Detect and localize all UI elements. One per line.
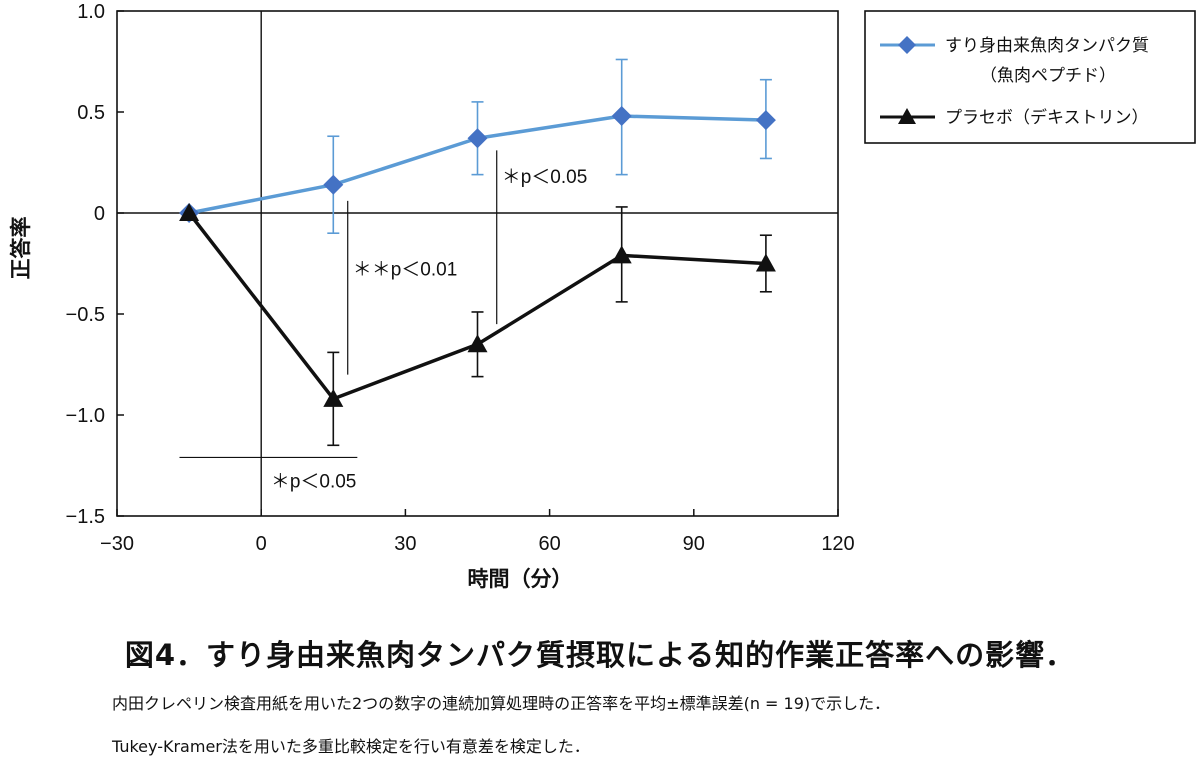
x-tick-label: 30 bbox=[394, 533, 416, 555]
data-series bbox=[179, 58, 776, 447]
data-point-diamond bbox=[611, 106, 632, 127]
significance-label: ＊p＜0.05 bbox=[271, 471, 357, 492]
figure-caption-title: 図4．すり身由来魚肉タンパク質摂取による知的作業正答率への影響． bbox=[124, 638, 1076, 672]
data-point-triangle bbox=[611, 245, 632, 264]
figure-caption-line-1: 内田クレペリン検査用紙を用いた2つの数字の連続加算処理時の正答率を平均±標準誤差… bbox=[112, 694, 891, 713]
data-point-triangle bbox=[467, 334, 488, 353]
legend: すり身由来魚肉タンパク質 （魚肉ペプチド） プラセボ（デキストリン） bbox=[864, 10, 1196, 144]
legend-label-fish-peptide: すり身由来魚肉タンパク質 bbox=[945, 36, 1149, 56]
x-tick-label: 120 bbox=[821, 533, 854, 555]
line-chart: −30 0 30 60 90 120 1.0 0.5 0 −0.5 −1.0 −1.5 正答率 時間（… bbox=[9, 1, 1196, 591]
x-tick-label: −30 bbox=[100, 533, 134, 555]
significance-label: ＊p＜0.05 bbox=[502, 167, 588, 188]
y-axis-title: 正答率 bbox=[9, 217, 33, 280]
x-axis-label: 時間（分） bbox=[468, 567, 573, 591]
legend-marker-diamond-icon bbox=[898, 36, 916, 54]
plot-frame bbox=[116, 10, 839, 517]
legend-label-fish-peptide-sub: （魚肉ペプチド） bbox=[980, 66, 1116, 86]
y-tick-label: −0.5 bbox=[66, 304, 105, 326]
x-tick-label: 90 bbox=[683, 533, 705, 555]
figure-caption-line-2: Tukey-Kramer法を用いた多重比較検定を行い有意差を検定した． bbox=[112, 737, 590, 756]
x-tick-label: 0 bbox=[256, 533, 267, 555]
data-point-triangle bbox=[755, 253, 776, 272]
y-tick-label: 0.5 bbox=[77, 102, 105, 124]
y-tick-label: −1.0 bbox=[66, 405, 105, 427]
axis-ticks: −30 0 30 60 90 120 1.0 0.5 0 −0.5 −1.0 −1.5 bbox=[66, 1, 855, 555]
data-point-diamond bbox=[467, 128, 488, 149]
data-point-diamond bbox=[755, 110, 776, 131]
y-tick-label: 0 bbox=[94, 203, 105, 225]
y-axis-label: 正答率 bbox=[9, 217, 33, 280]
series-placebo bbox=[179, 203, 776, 447]
y-tick-label: 1.0 bbox=[77, 1, 105, 23]
series-fish-peptide bbox=[179, 58, 776, 234]
x-tick-label: 60 bbox=[538, 533, 560, 555]
legend-label-placebo: プラセボ（デキストリン） bbox=[945, 107, 1149, 128]
y-tick-label: −1.5 bbox=[66, 506, 105, 528]
legend-marker-triangle-icon bbox=[898, 108, 916, 124]
legend-box bbox=[864, 10, 1196, 144]
significance-label: ＊＊p＜0.01 bbox=[353, 260, 458, 281]
significance-annotations: ＊p＜0.05 ＊＊p＜0.01 ＊p＜0.05 bbox=[179, 150, 587, 492]
data-point-triangle bbox=[323, 388, 344, 407]
data-point-diamond bbox=[323, 174, 344, 195]
data-point-triangle bbox=[179, 203, 200, 221]
